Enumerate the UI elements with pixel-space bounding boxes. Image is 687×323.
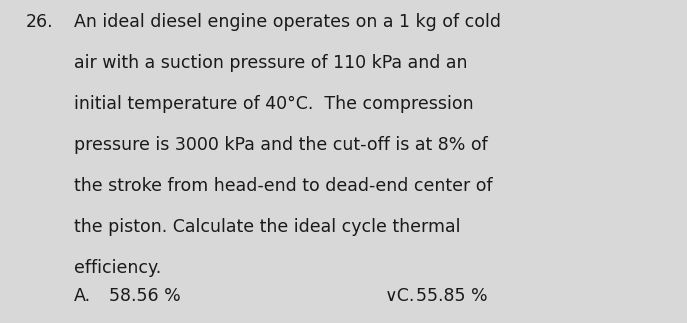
Text: 55.85 %: 55.85 % xyxy=(416,287,487,305)
Text: the stroke from head-end to dead-end center of: the stroke from head-end to dead-end cen… xyxy=(74,177,493,195)
Text: An ideal diesel engine operates on a 1 kg of cold: An ideal diesel engine operates on a 1 k… xyxy=(74,13,502,31)
Text: ∨C.: ∨C. xyxy=(385,287,415,305)
Text: air with a suction pressure of 110 kPa and an: air with a suction pressure of 110 kPa a… xyxy=(74,54,468,72)
Text: 58.56 %: 58.56 % xyxy=(109,287,180,305)
Text: pressure is 3000 kPa and the cut-off is at 8% of: pressure is 3000 kPa and the cut-off is … xyxy=(74,136,488,154)
Text: initial temperature of 40°C.  The compression: initial temperature of 40°C. The compres… xyxy=(74,95,474,113)
Text: A.: A. xyxy=(74,287,91,305)
Text: 26.: 26. xyxy=(26,13,54,31)
Text: the piston. Calculate the ideal cycle thermal: the piston. Calculate the ideal cycle th… xyxy=(74,218,461,236)
Text: efficiency.: efficiency. xyxy=(74,259,161,277)
